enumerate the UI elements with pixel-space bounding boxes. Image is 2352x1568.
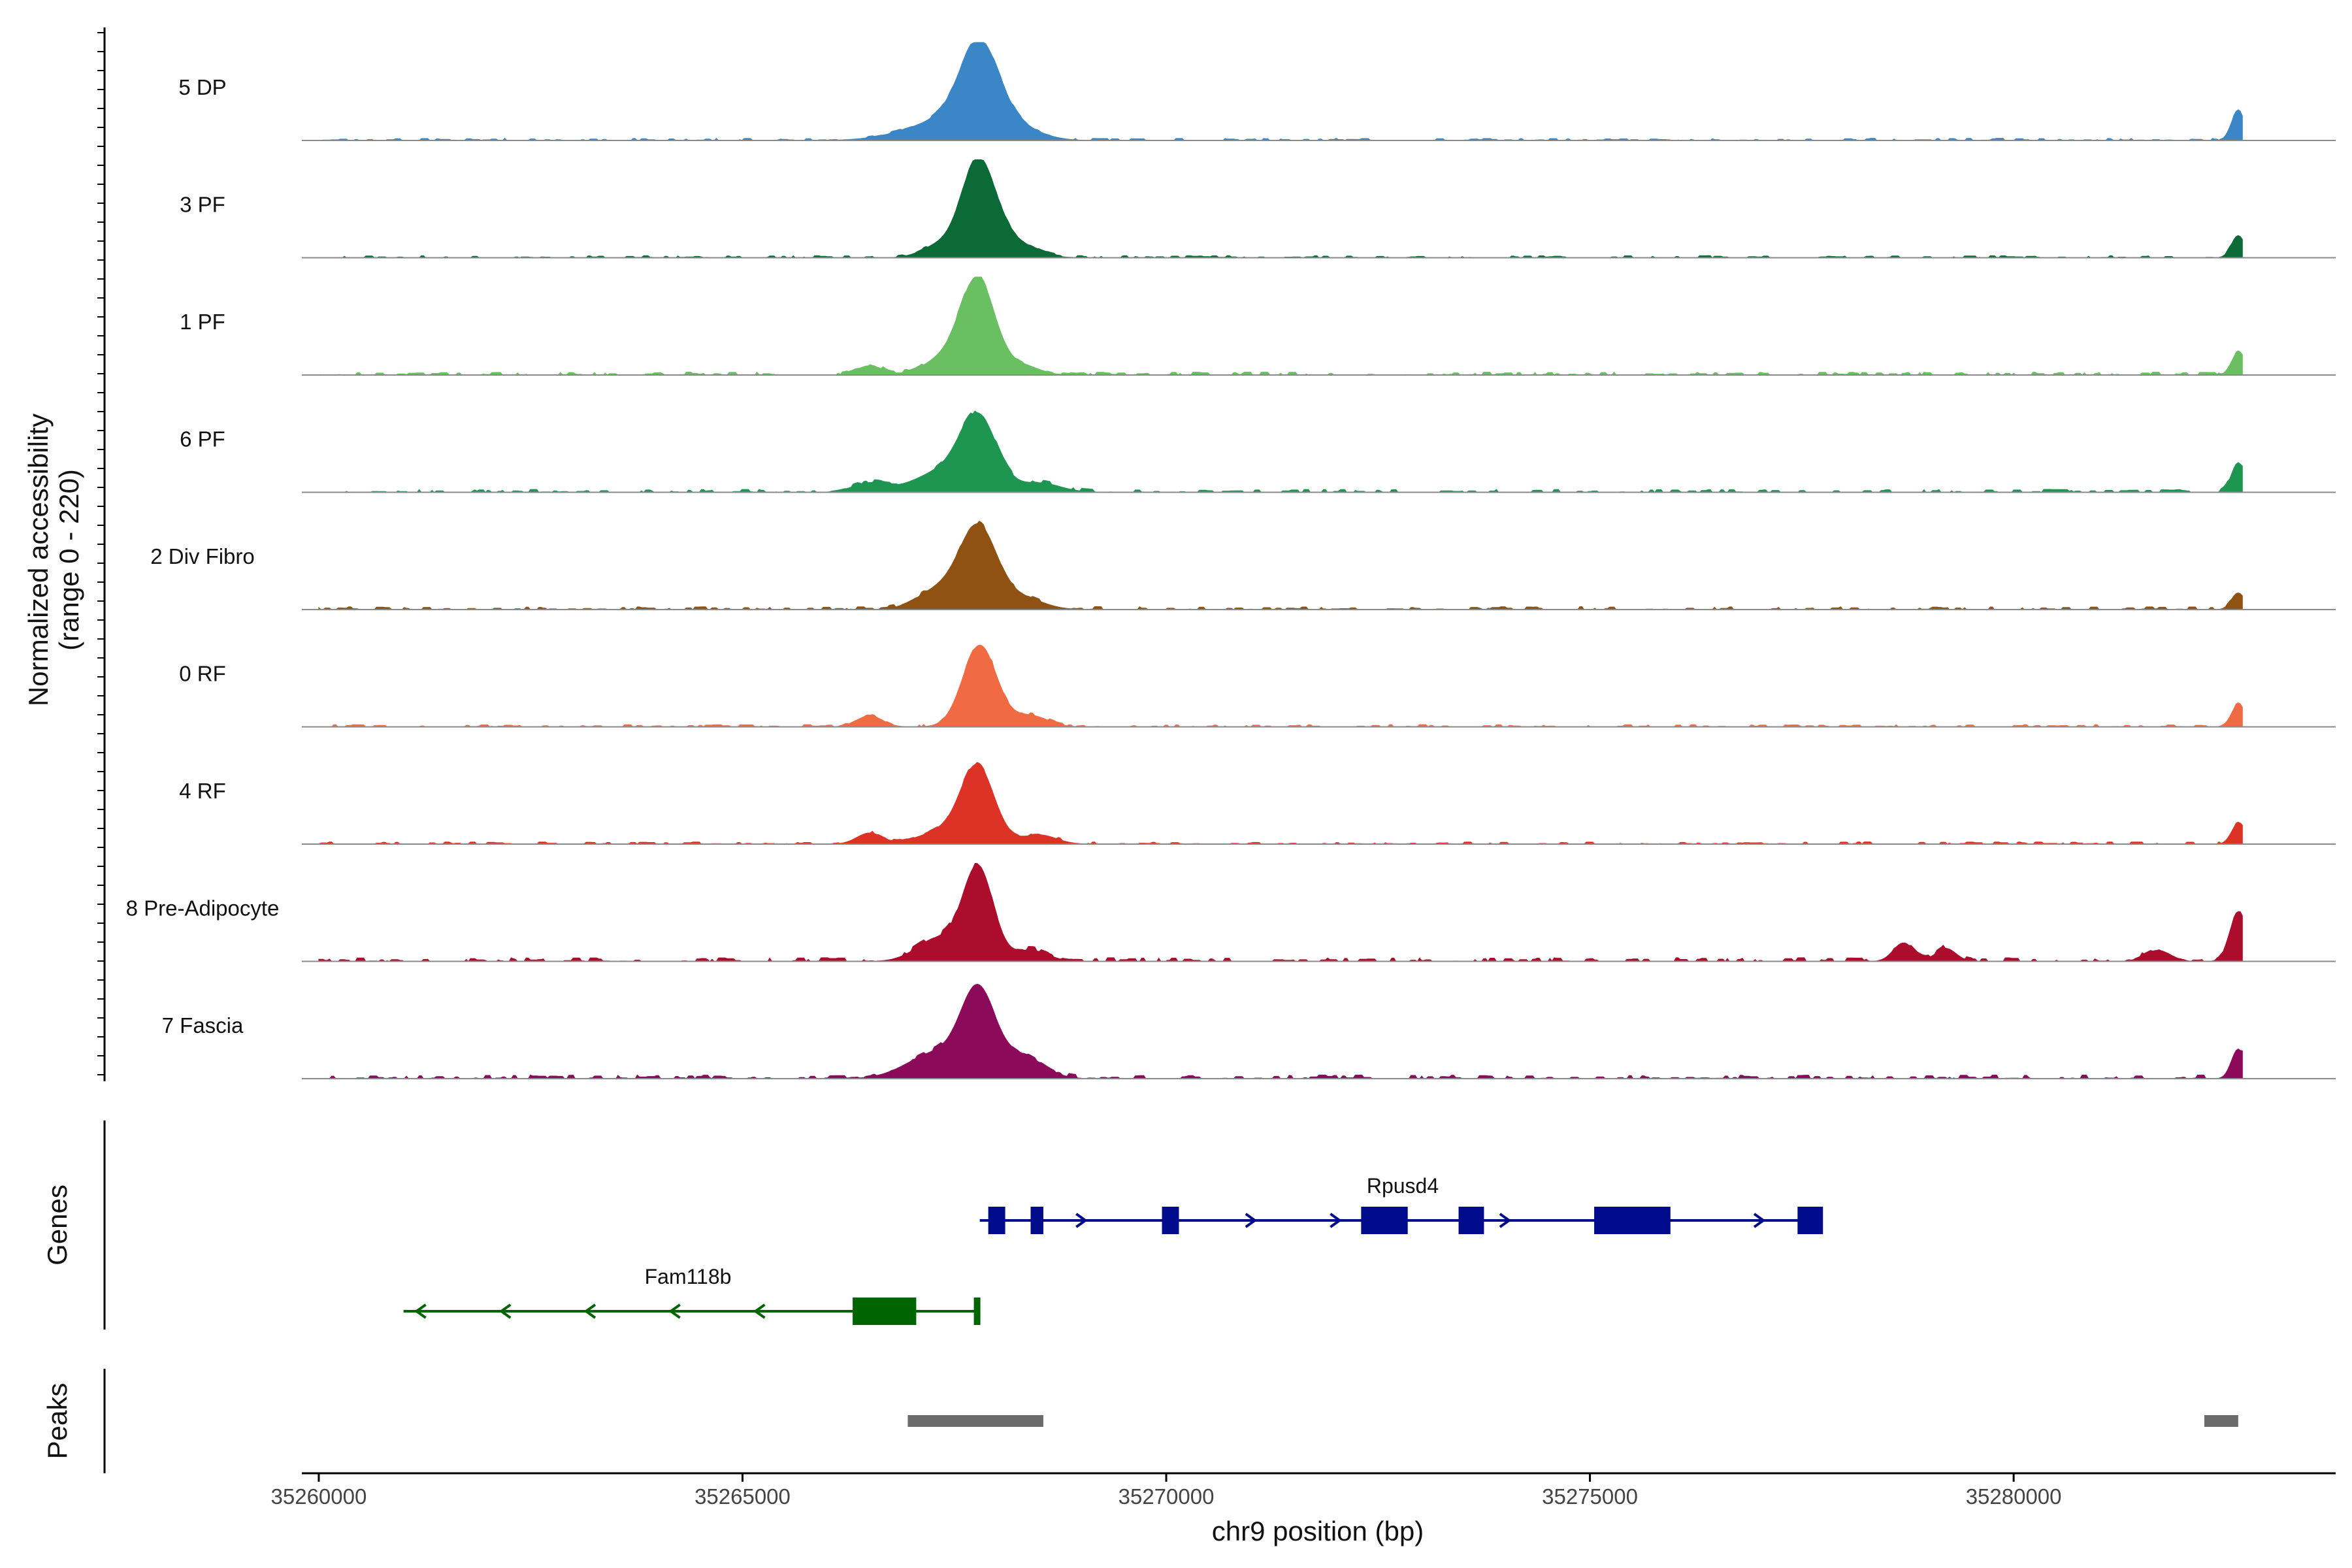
coverage-tracks: 5 DP 3 PF 1 PF 6 PF 2 Div Fibro 0 RF 4 RF 8 Pre… xyxy=(97,27,2336,1081)
strand-arrow xyxy=(1753,1213,1766,1228)
exon xyxy=(1797,1207,1823,1234)
y-axis-title: Normalized accessibility xyxy=(23,414,54,706)
y-axis-label: Normalized accessibility xyxy=(23,414,54,706)
gene-rpusd4: Rpusd4 xyxy=(979,1174,1823,1234)
exon xyxy=(973,1298,981,1325)
track-label: 0 RF xyxy=(179,662,226,686)
track-label: 6 PF xyxy=(180,427,225,451)
exon xyxy=(1361,1207,1408,1234)
coverage-area xyxy=(318,410,2243,493)
genes-axis-title: Genes xyxy=(42,1184,73,1266)
track-label: 4 RF xyxy=(179,779,226,803)
x-axis: 35260000 35265000 35270000 35275000 35280000 xyxy=(271,1472,2336,1509)
y-axis-range: (range 0 - 220) xyxy=(54,469,84,651)
exon xyxy=(853,1298,917,1325)
x-tick-label: 35275000 xyxy=(1542,1484,1638,1509)
track-2-div-fibro: 2 Div Fibro xyxy=(150,520,2336,610)
x-tick-label: 35265000 xyxy=(694,1484,791,1509)
track-0-rf: 0 RF xyxy=(179,644,2336,728)
peak-region xyxy=(2204,1415,2238,1427)
track-label: 5 DP xyxy=(178,75,226,99)
gene-track: Rpusd4 Fam118b xyxy=(103,1120,1823,1330)
x-axis-label: chr9 position (bp) xyxy=(1212,1516,1424,1546)
gene-fam118b: Fam118b xyxy=(403,1265,981,1325)
track-1-pf: 1 PF xyxy=(180,276,2336,376)
coverage-area xyxy=(318,762,2243,845)
strand-arrow xyxy=(1499,1213,1512,1228)
y-axis-range-title: (range 0 - 220) xyxy=(54,469,84,651)
track-label: 8 Pre-Adipocyte xyxy=(126,896,280,921)
x-tick-label: 35280000 xyxy=(1966,1484,2062,1509)
track-3-pf: 3 PF xyxy=(180,159,2336,259)
coverage-area xyxy=(318,276,2243,376)
track-label: 3 PF xyxy=(180,193,225,217)
peaks-axis-label: Peaks xyxy=(42,1383,73,1460)
strand-arrow xyxy=(498,1303,512,1319)
coverage-area xyxy=(318,42,2243,141)
track-label: 1 PF xyxy=(180,310,225,334)
gene-name: Rpusd4 xyxy=(1367,1174,1439,1198)
track-label: 2 Div Fibro xyxy=(150,544,255,568)
exon xyxy=(1458,1207,1484,1234)
track-6-pf: 6 PF xyxy=(180,410,2336,493)
strand-arrow xyxy=(1330,1213,1342,1228)
peak-track xyxy=(103,1369,2238,1473)
exon xyxy=(988,1207,1005,1234)
track-4-rf: 4 RF xyxy=(179,762,2336,845)
x-tick-label: 35260000 xyxy=(271,1484,367,1509)
genes-axis-label: Genes xyxy=(42,1184,73,1266)
strand-arrow xyxy=(1245,1213,1258,1228)
track-label: 7 Fascia xyxy=(162,1013,244,1037)
strand-arrow xyxy=(1075,1213,1088,1228)
track-8-pre-adipocyte: 8 Pre-Adipocyte xyxy=(126,863,2336,962)
exon xyxy=(1030,1207,1043,1234)
coverage-area xyxy=(318,159,2243,259)
strand-arrow xyxy=(583,1303,596,1319)
coverage-area xyxy=(318,644,2243,728)
coverage-area xyxy=(318,520,2243,610)
peaks-axis-title: Peaks xyxy=(42,1383,73,1460)
track-7-fascia: 7 Fascia xyxy=(162,983,2336,1079)
exon xyxy=(1594,1207,1671,1234)
exon xyxy=(1162,1207,1179,1234)
strand-arrow xyxy=(668,1303,681,1319)
x-tick-label: 35270000 xyxy=(1119,1484,1215,1509)
strand-arrow xyxy=(414,1303,427,1319)
track-5-dp: 5 DP xyxy=(178,42,2336,141)
strand-arrow xyxy=(753,1303,766,1319)
gene-name: Fam118b xyxy=(645,1265,732,1288)
peak-region xyxy=(907,1415,1043,1427)
coverage-area xyxy=(318,863,2243,962)
coverage-area xyxy=(318,983,2243,1079)
